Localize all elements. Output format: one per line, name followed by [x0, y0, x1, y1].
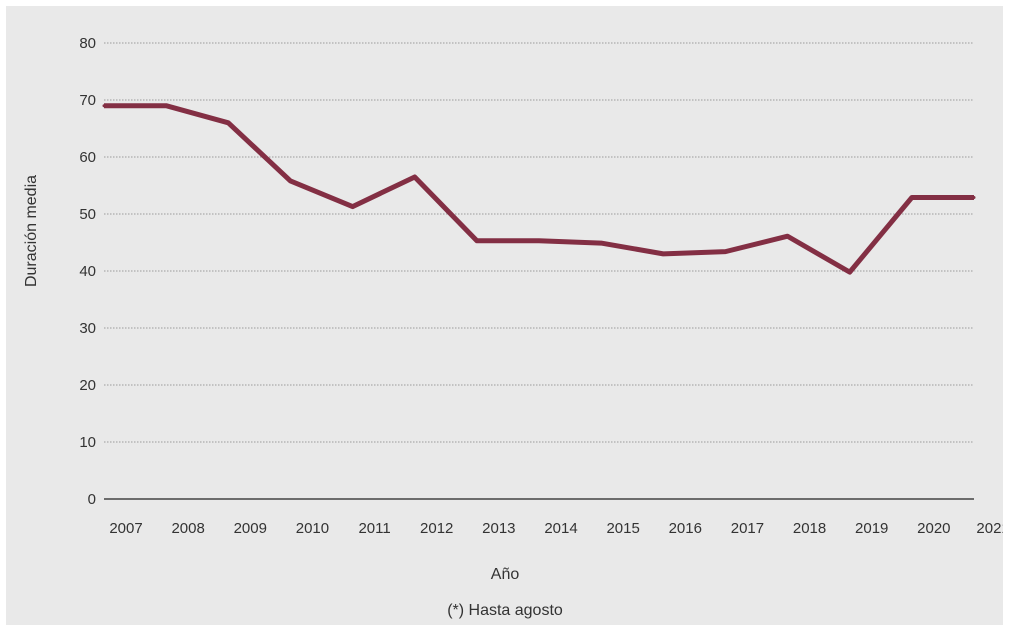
data-point — [537, 239, 541, 243]
y-tick-label: 70 — [79, 92, 96, 109]
footnote: (*) Hasta agosto — [447, 602, 563, 619]
y-axis-title: Duración media — [23, 175, 40, 287]
x-tick-label: 2018 — [793, 520, 826, 537]
chart-panel: 0 10 20 30 40 50 60 70 80 2007 2008 2009 2010 2011 20… — [6, 6, 1003, 625]
data-point — [910, 195, 914, 199]
data-point — [164, 104, 168, 108]
x-tick-label: 2007 — [109, 520, 142, 537]
x-axis-title: Año — [491, 566, 520, 583]
data-point — [475, 239, 479, 243]
data-point — [226, 121, 230, 125]
series-line — [104, 103, 974, 275]
y-tick-label: 30 — [79, 320, 96, 337]
data-point — [723, 250, 727, 254]
x-tick-label: 2013 — [482, 520, 515, 537]
y-tick-label: 50 — [79, 206, 96, 223]
y-tick-labels: 0 10 20 30 40 50 60 70 80 — [79, 35, 96, 508]
data-point — [786, 234, 790, 238]
x-tick-label: 2010 — [296, 520, 329, 537]
data-point — [102, 104, 106, 108]
grid-lines — [104, 42, 974, 443]
x-tick-label: 2012 — [420, 520, 453, 537]
data-point — [351, 205, 355, 209]
x-tick-label: 2019 — [855, 520, 888, 537]
x-tick-label: 2021* — [976, 520, 1003, 537]
x-tick-label: 2016 — [669, 520, 702, 537]
y-tick-label: 40 — [79, 263, 96, 280]
x-tick-labels: 2007 2008 2009 2010 2011 2012 2013 2014 2015 2016… — [109, 520, 1003, 537]
x-tick-label: 2011 — [358, 520, 390, 537]
series-layer — [102, 103, 976, 275]
data-point — [413, 175, 417, 179]
x-tick-label: 2009 — [234, 520, 267, 537]
y-tick-label: 20 — [79, 377, 96, 394]
data-point — [661, 252, 665, 256]
y-tick-label: 60 — [79, 149, 96, 166]
x-tick-label: 2014 — [544, 520, 577, 537]
y-tick-label: 0 — [88, 491, 96, 508]
y-tick-label: 80 — [79, 35, 96, 52]
y-tick-label: 10 — [79, 434, 96, 451]
data-point — [972, 195, 976, 199]
data-point — [288, 179, 292, 183]
x-tick-label: 2008 — [171, 520, 204, 537]
x-tick-label: 2020 — [917, 520, 950, 537]
data-point — [599, 241, 603, 245]
x-tick-label: 2017 — [731, 520, 764, 537]
x-tick-label: 2015 — [606, 520, 639, 537]
data-point — [848, 270, 852, 274]
